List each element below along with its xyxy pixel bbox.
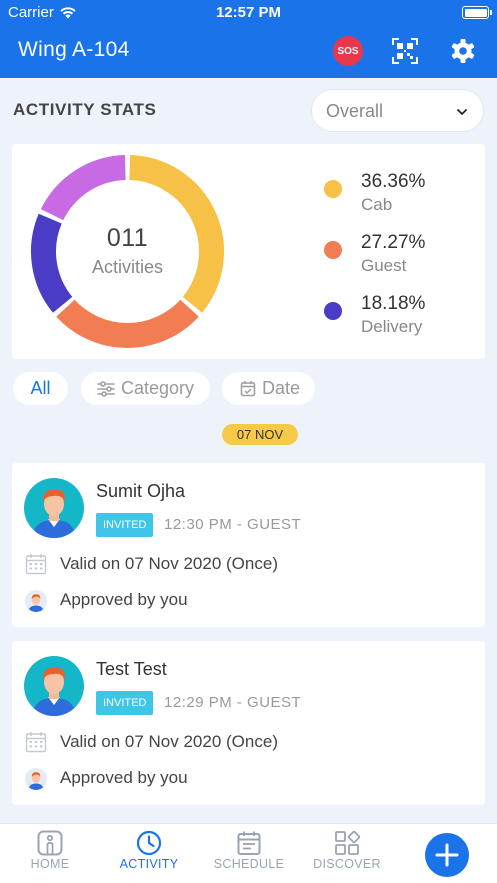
page-title: Wing A-104 — [18, 38, 130, 61]
stats-filter-dropdown[interactable]: Overall — [311, 89, 484, 132]
avatar — [24, 478, 84, 538]
tab-discover[interactable]: DISCOVER — [297, 830, 397, 871]
carrier-label: Carrier — [8, 4, 54, 21]
app-header: Wing A-104 SOS — [0, 26, 497, 78]
calendar-icon — [25, 554, 47, 575]
legend-percentage: 27.27% — [361, 232, 426, 253]
tab-home-label: HOME — [30, 857, 70, 871]
donut-slice-other — [40, 155, 127, 221]
wifi-icon — [60, 7, 76, 19]
battery-icon — [462, 6, 492, 19]
activity-meta: 12:29 PM - GUEST — [164, 694, 302, 711]
total-activities-count: 011 — [106, 224, 149, 252]
legend-label: Cab — [361, 195, 393, 214]
validity-text: Valid on 07 Nov 2020 (Once) — [60, 732, 278, 751]
approver-avatar-icon — [25, 590, 47, 612]
legend-dot — [324, 241, 342, 259]
sliders-icon — [97, 380, 115, 397]
filter-category-chip[interactable]: Category — [81, 372, 210, 405]
status-badge: INVITED — [96, 691, 154, 715]
legend-percentage: 36.36% — [361, 171, 426, 192]
add-button[interactable] — [425, 833, 469, 877]
approval-text: Approved by you — [60, 590, 188, 609]
donut-slice-cab — [128, 155, 224, 313]
calendar-check-icon — [240, 381, 256, 397]
tab-schedule[interactable]: SCHEDULE — [199, 830, 299, 871]
tab-activity-label: ACTIVITY — [119, 857, 179, 871]
legend-dot — [324, 302, 342, 320]
legend-dot — [324, 180, 342, 198]
calendar-icon — [25, 732, 47, 753]
activity-card[interactable]: Sumit Ojha INVITED 12:30 PM - GUEST Vali… — [12, 463, 485, 627]
discover-grid-icon — [335, 830, 360, 855]
filter-date-chip[interactable]: Date — [222, 372, 315, 405]
home-icon — [37, 830, 63, 856]
carrier-info: Carrier — [8, 4, 77, 21]
status-time: 12:57 PM — [215, 4, 282, 21]
tab-schedule-label: SCHEDULE — [213, 857, 285, 871]
tab-activity[interactable]: ACTIVITY — [99, 830, 199, 871]
legend-label: Guest — [361, 256, 407, 275]
total-activities-label: Activities — [91, 257, 163, 277]
status-badge: INVITED — [96, 513, 154, 537]
sos-button[interactable]: SOS — [333, 36, 363, 66]
visitor-name: Test Test — [96, 659, 167, 679]
activity-meta: 12:30 PM - GUEST — [164, 516, 302, 533]
date-group-badge: 07 NOV — [222, 424, 298, 445]
status-bar: Carrier 12:57 PM — [0, 0, 497, 26]
tab-discover-label: DISCOVER — [313, 857, 381, 871]
filter-category-label: Category — [121, 378, 195, 398]
avatar — [24, 656, 84, 716]
bottom-tab-bar: HOME ACTIVITY SCHEDULE DISCOVER — [0, 823, 497, 883]
approver-avatar-icon — [25, 768, 47, 790]
legend-label: Delivery — [361, 317, 423, 336]
section-title: ACTIVITY STATS — [13, 100, 157, 119]
clock-icon — [136, 830, 162, 856]
donut-slice-delivery — [31, 213, 73, 313]
donut-slice-guest — [56, 299, 199, 348]
activity-card[interactable]: Test Test INVITED 12:29 PM - GUEST Valid… — [12, 641, 485, 805]
filter-date-label: Date — [262, 378, 301, 398]
plus-icon — [435, 843, 459, 867]
stats-card: 011 Activities 36.36% Cab 27.27% Guest 1… — [12, 144, 485, 359]
schedule-calendar-icon — [237, 831, 261, 855]
gear-icon[interactable] — [449, 37, 477, 65]
approval-text: Approved by you — [60, 768, 188, 787]
filter-all-chip[interactable]: All — [13, 372, 68, 405]
stats-filter-value: Overall — [326, 101, 384, 121]
visitor-name: Sumit Ojha — [96, 481, 186, 501]
activity-donut-chart — [31, 155, 224, 348]
tab-home[interactable]: HOME — [0, 830, 100, 871]
validity-text: Valid on 07 Nov 2020 (Once) — [60, 554, 278, 573]
chevron-down-icon — [457, 109, 467, 115]
qr-code-icon[interactable] — [392, 38, 418, 64]
legend-percentage: 18.18% — [361, 293, 426, 314]
